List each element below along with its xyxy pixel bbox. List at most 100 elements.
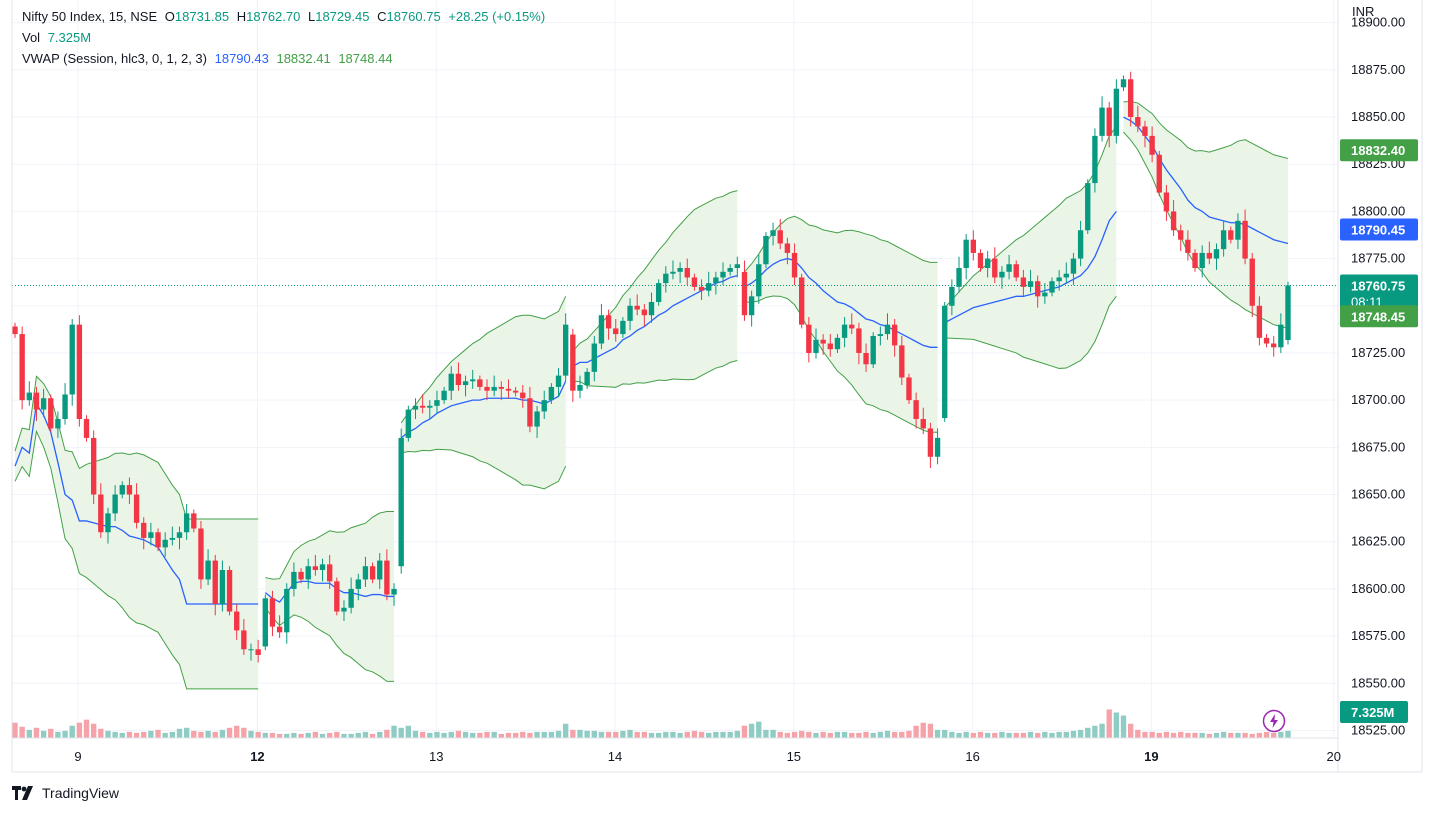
candle[interactable] [155, 532, 161, 548]
candle[interactable] [141, 522, 147, 538]
candle[interactable] [126, 485, 133, 495]
candle[interactable] [441, 390, 447, 401]
candle[interactable] [455, 373, 462, 386]
candle[interactable] [1199, 252, 1205, 269]
candle[interactable] [62, 394, 68, 420]
candle[interactable] [133, 494, 140, 523]
candle[interactable] [520, 392, 526, 399]
candle[interactable] [176, 532, 183, 538]
candle[interactable] [1220, 230, 1227, 250]
candle[interactable] [555, 375, 562, 387]
candle[interactable] [748, 296, 755, 316]
candle[interactable] [219, 570, 226, 604]
candle[interactable] [1049, 281, 1055, 293]
candle[interactable] [613, 328, 619, 335]
candle[interactable] [677, 268, 683, 272]
candle[interactable] [913, 400, 919, 420]
candle[interactable] [334, 581, 340, 612]
candle[interactable] [684, 268, 690, 278]
candle[interactable] [276, 626, 283, 633]
candle[interactable] [605, 315, 612, 329]
candle[interactable] [641, 309, 648, 316]
candle[interactable] [448, 373, 454, 391]
candle[interactable] [148, 532, 154, 538]
candle[interactable] [1056, 277, 1062, 282]
candle[interactable] [1256, 305, 1263, 338]
candle[interactable] [927, 428, 934, 457]
candle[interactable] [484, 386, 490, 391]
candle[interactable] [183, 513, 190, 533]
candle[interactable] [820, 339, 826, 344]
candle[interactable] [849, 324, 855, 329]
candle[interactable] [362, 566, 369, 580]
candle[interactable] [462, 381, 469, 386]
candle[interactable] [1213, 249, 1220, 259]
candle[interactable] [312, 566, 319, 571]
candle[interactable] [1249, 258, 1255, 306]
candle[interactable] [391, 588, 397, 595]
candle[interactable] [992, 258, 998, 278]
lightning-icon[interactable] [1262, 709, 1286, 733]
candle[interactable] [1120, 79, 1127, 88]
candle[interactable] [1192, 252, 1198, 269]
candle[interactable] [584, 371, 590, 386]
candle[interactable] [1242, 220, 1248, 259]
candle[interactable] [162, 539, 168, 548]
candle[interactable] [33, 392, 40, 410]
candle[interactable] [620, 320, 626, 335]
candle[interactable] [655, 283, 662, 302]
candle[interactable] [90, 437, 97, 495]
candle[interactable] [770, 230, 776, 236]
candle[interactable] [863, 352, 869, 365]
candle[interactable] [1235, 220, 1241, 240]
candle[interactable] [899, 345, 905, 378]
candle[interactable] [369, 566, 376, 580]
candle[interactable] [291, 571, 297, 589]
candle[interactable] [76, 324, 83, 420]
candle[interactable] [706, 283, 712, 291]
candle[interactable] [999, 271, 1005, 278]
volume-label[interactable]: Vol [22, 30, 41, 45]
candle[interactable] [384, 560, 390, 595]
candle[interactable] [834, 337, 841, 350]
candle[interactable] [1027, 281, 1034, 287]
candle[interactable] [83, 419, 90, 438]
candle[interactable] [1042, 292, 1048, 297]
candle[interactable] [98, 494, 104, 533]
candle[interactable] [1149, 135, 1155, 155]
candle[interactable] [1271, 343, 1277, 348]
candle[interactable] [1142, 126, 1148, 136]
candle[interactable] [191, 513, 197, 529]
candle[interactable] [870, 335, 876, 365]
candle[interactable] [498, 386, 504, 389]
candle[interactable] [942, 305, 948, 419]
candle[interactable] [1278, 324, 1284, 348]
candle[interactable] [934, 437, 941, 457]
symbol-title[interactable]: Nifty 50 Index, 15, NSE [22, 9, 158, 24]
candle[interactable] [884, 324, 891, 335]
candle[interactable] [1135, 117, 1141, 127]
candle[interactable] [40, 398, 47, 410]
candle[interactable] [26, 392, 32, 401]
candle[interactable] [55, 419, 61, 429]
candle[interactable] [248, 649, 254, 651]
candle[interactable] [777, 230, 783, 244]
candle[interactable] [727, 268, 733, 272]
candle[interactable] [48, 398, 54, 429]
candle[interactable] [105, 513, 111, 533]
candle[interactable] [791, 252, 798, 278]
candle[interactable] [427, 405, 433, 408]
candle[interactable] [19, 334, 25, 401]
candle[interactable] [1185, 239, 1191, 253]
candle[interactable] [856, 328, 862, 353]
candle[interactable] [1285, 285, 1291, 341]
candle[interactable] [319, 564, 326, 571]
candle[interactable] [1163, 192, 1170, 212]
candle[interactable] [505, 388, 512, 391]
candle[interactable] [69, 324, 75, 395]
candle[interactable] [827, 343, 833, 350]
candle[interactable] [756, 264, 762, 297]
candle[interactable] [548, 386, 555, 401]
candle[interactable] [434, 400, 440, 406]
